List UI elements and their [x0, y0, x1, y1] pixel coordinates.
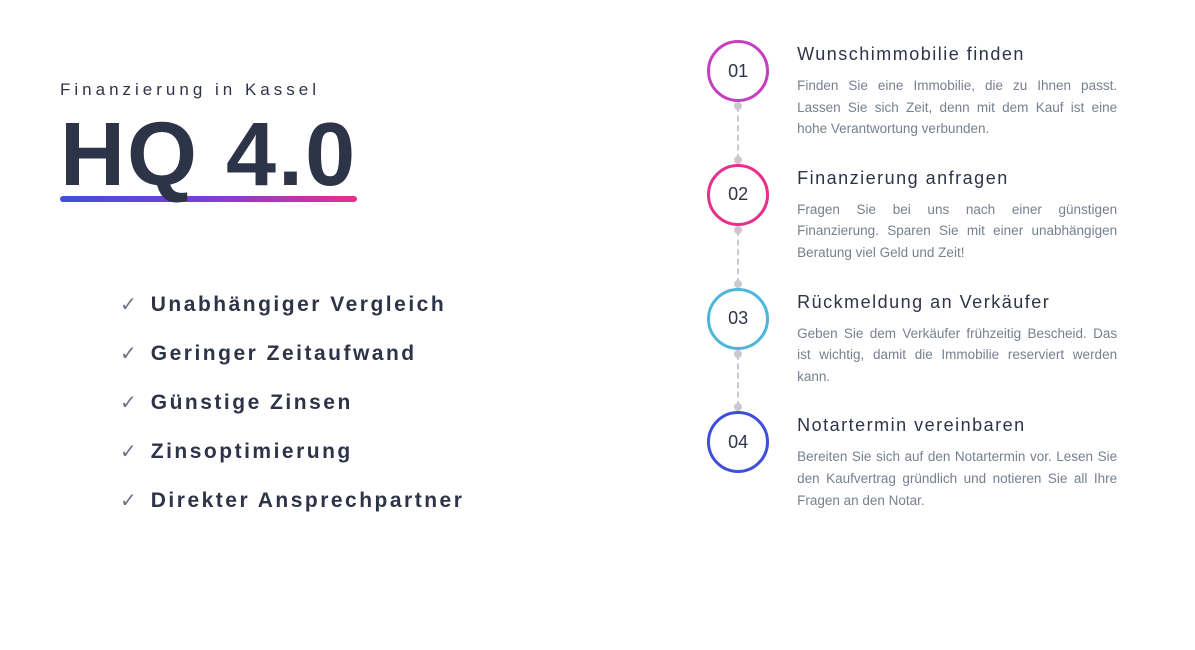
step-circle: 03: [707, 288, 769, 350]
step-connector: [737, 230, 739, 284]
check-icon: ✓: [120, 341, 137, 366]
step-node-col: 01: [693, 40, 783, 164]
step: 04 Notartermin vereinbaren Bereiten Sie …: [693, 411, 1155, 535]
benefit-item: ✓ Günstige Zinsen: [120, 390, 653, 415]
step-node-col: 04: [693, 411, 783, 535]
benefit-item: ✓ Unabhängiger Vergleich: [120, 292, 653, 317]
benefit-item: ✓ Direkter Ansprechpartner: [120, 488, 653, 513]
step-connector: [737, 106, 739, 160]
step-node-col: 02: [693, 164, 783, 288]
benefit-text: Zinsoptimierung: [151, 440, 353, 464]
left-column: Finanzierung in Kassel HQ 4.0 ✓ Unabhäng…: [0, 0, 693, 650]
step-body: Notartermin vereinbaren Bereiten Sie sic…: [783, 411, 1155, 535]
step-circle: 04: [707, 411, 769, 473]
main-title: HQ 4.0: [60, 110, 357, 200]
step-body: Finanzierung anfragen Fragen Sie bei uns…: [783, 164, 1155, 288]
step-title: Rückmeldung an Verkäufer: [797, 292, 1155, 313]
benefit-text: Geringer Zeitaufwand: [151, 342, 417, 366]
benefit-text: Direkter Ansprechpartner: [151, 489, 465, 513]
step-title: Notartermin vereinbaren: [797, 415, 1155, 436]
step-connector: [737, 354, 739, 408]
step-title: Finanzierung anfragen: [797, 168, 1155, 189]
step-title: Wunschimmobilie finden: [797, 44, 1155, 65]
check-icon: ✓: [120, 390, 137, 415]
step-body: Wunschimmobilie finden Finden Sie eine I…: [783, 40, 1155, 164]
step-desc: Geben Sie dem Verkäufer frühzeitig Besch…: [797, 323, 1117, 388]
check-icon: ✓: [120, 292, 137, 317]
step-desc: Bereiten Sie sich auf den Notartermin vo…: [797, 446, 1117, 511]
benefit-text: Unabhängiger Vergleich: [151, 293, 446, 317]
step-circle: 01: [707, 40, 769, 102]
right-column: 01 Wunschimmobilie finden Finden Sie ein…: [693, 0, 1195, 650]
page: Finanzierung in Kassel HQ 4.0 ✓ Unabhäng…: [0, 0, 1195, 650]
benefit-item: ✓ Zinsoptimierung: [120, 439, 653, 464]
step-circle: 02: [707, 164, 769, 226]
check-icon: ✓: [120, 439, 137, 464]
benefit-item: ✓ Geringer Zeitaufwand: [120, 341, 653, 366]
step-body: Rückmeldung an Verkäufer Geben Sie dem V…: [783, 288, 1155, 412]
step: 02 Finanzierung anfragen Fragen Sie bei …: [693, 164, 1155, 288]
check-icon: ✓: [120, 488, 137, 513]
step: 01 Wunschimmobilie finden Finden Sie ein…: [693, 40, 1155, 164]
benefits-list: ✓ Unabhängiger Vergleich ✓ Geringer Zeit…: [60, 292, 653, 513]
step-desc: Finden Sie eine Immobilie, die zu Ihnen …: [797, 75, 1117, 140]
step-desc: Fragen Sie bei uns nach einer günstigen …: [797, 199, 1117, 264]
step: 03 Rückmeldung an Verkäufer Geben Sie de…: [693, 288, 1155, 412]
title-wrap: HQ 4.0: [60, 110, 357, 202]
step-node-col: 03: [693, 288, 783, 412]
eyebrow: Finanzierung in Kassel: [60, 80, 653, 100]
benefit-text: Günstige Zinsen: [151, 391, 353, 415]
